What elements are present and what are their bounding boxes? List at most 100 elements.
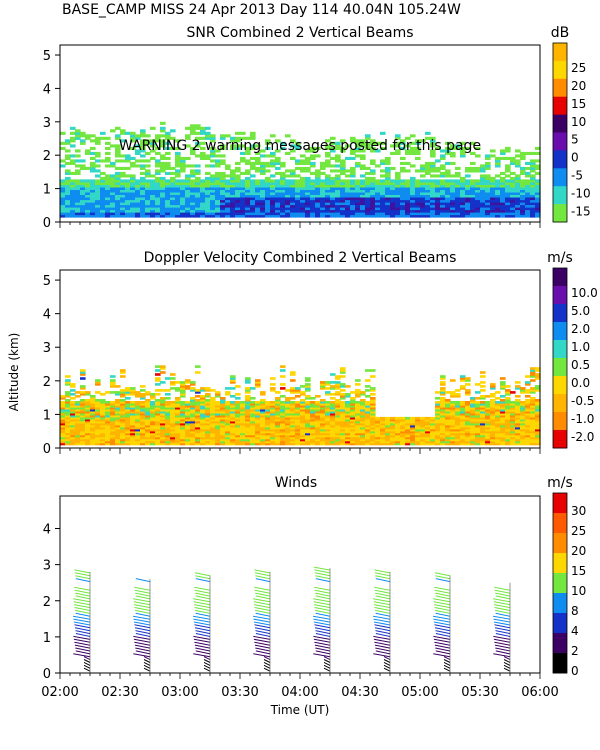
doppler-cell: [110, 385, 116, 388]
snr-cell: [160, 166, 166, 170]
wind-barb: [254, 607, 271, 611]
snr-cell: [215, 197, 221, 201]
snr-cell: [85, 194, 91, 198]
doppler-cell: [225, 401, 231, 404]
snr-cell: [400, 199, 406, 203]
doppler-cell: [420, 416, 426, 420]
snr-cell: [155, 199, 161, 203]
snr-cell: [110, 181, 116, 185]
doppler-cell: [130, 436, 136, 440]
doppler-cell: [450, 406, 456, 410]
snr-cell: [400, 179, 406, 183]
wind-barb: [195, 609, 211, 614]
doppler-cell: [85, 424, 91, 428]
doppler-cell: [290, 408, 296, 412]
doppler-cell: [465, 424, 471, 428]
doppler-cell: [180, 442, 186, 446]
snr-cell: [355, 161, 361, 165]
wind-barb: [254, 569, 271, 574]
snr-cell: [380, 199, 386, 203]
doppler-cell: [310, 397, 316, 400]
doppler-cell: [190, 422, 196, 426]
snr-cell: [490, 202, 496, 206]
y-tick-label: 1: [43, 631, 51, 646]
wind-barb: [195, 633, 211, 637]
snr-cell: [280, 174, 286, 178]
wind-barb: [74, 641, 91, 646]
doppler-cell: [155, 416, 161, 420]
snr-cell: [305, 212, 311, 216]
snr-cell: [305, 204, 311, 208]
snr-cell: [265, 194, 271, 198]
doppler-cell: [160, 401, 166, 404]
doppler-cell: [100, 418, 106, 422]
snr-cell: [435, 207, 441, 211]
snr-cell: [300, 194, 306, 198]
doppler-cell: [125, 408, 131, 412]
snr-cell: [105, 151, 111, 155]
snr-cell: [325, 159, 331, 163]
snr-cell: [155, 181, 161, 185]
wind-barb: [493, 635, 511, 640]
doppler-cell: [185, 387, 191, 390]
snr-cell: [490, 189, 496, 193]
doppler-cell: [240, 403, 246, 406]
snr-cell: [475, 214, 481, 218]
doppler-cell: [295, 438, 301, 442]
snr-cell: [220, 199, 226, 203]
doppler-cell: [145, 410, 151, 414]
snr-cell: [295, 199, 301, 203]
doppler-cell: [145, 436, 151, 440]
snr-cell: [500, 171, 506, 175]
snr-cell: [160, 169, 166, 173]
snr-cell: [185, 156, 191, 160]
snr-cell: [455, 191, 461, 195]
snr-cell: [195, 189, 201, 193]
doppler-cell: [525, 438, 531, 442]
snr-cell: [455, 209, 461, 213]
snr-cell: [170, 146, 176, 150]
snr-cell: [265, 209, 271, 213]
snr-cell: [465, 204, 471, 208]
doppler-cell: [335, 426, 341, 430]
snr-cell: [65, 154, 71, 158]
doppler-cell: [285, 418, 291, 422]
snr-cell: [395, 144, 401, 148]
doppler-cell: [135, 428, 141, 432]
snr-cell: [240, 199, 246, 203]
snr-cell: [215, 186, 221, 190]
snr-cell: [360, 141, 366, 145]
doppler-cell: [70, 405, 76, 408]
doppler-cell: [515, 401, 521, 404]
wind-barb: [493, 621, 511, 626]
snr-heatmap: [60, 121, 541, 218]
snr-cell: [385, 156, 391, 160]
doppler-cell: [315, 422, 321, 426]
snr-cell: [225, 174, 231, 178]
doppler-cell: [215, 414, 221, 418]
snr-cell: [525, 197, 531, 201]
doppler-cell: [520, 434, 526, 438]
wind-barb: [374, 572, 391, 577]
snr-cell: [470, 197, 476, 201]
doppler-cell: [255, 438, 261, 442]
wind-barb: [143, 664, 151, 669]
snr-cell: [265, 207, 271, 211]
snr-cell: [270, 151, 276, 155]
doppler-cell: [90, 406, 96, 410]
snr-cell: [225, 197, 231, 201]
snr-cell: [115, 154, 121, 158]
snr-cell: [230, 181, 236, 185]
doppler-cell: [385, 436, 391, 440]
snr-cell: [130, 179, 136, 183]
doppler-cell: [515, 385, 521, 388]
doppler-cell: [150, 420, 156, 424]
snr-cell: [355, 184, 361, 188]
doppler-cell: [455, 410, 461, 414]
doppler-cell: [70, 401, 76, 404]
snr-cell: [280, 204, 286, 208]
snr-cell: [350, 212, 356, 216]
doppler-cell: [280, 436, 286, 440]
snr-cell: [190, 186, 196, 190]
doppler-cell: [215, 436, 221, 440]
